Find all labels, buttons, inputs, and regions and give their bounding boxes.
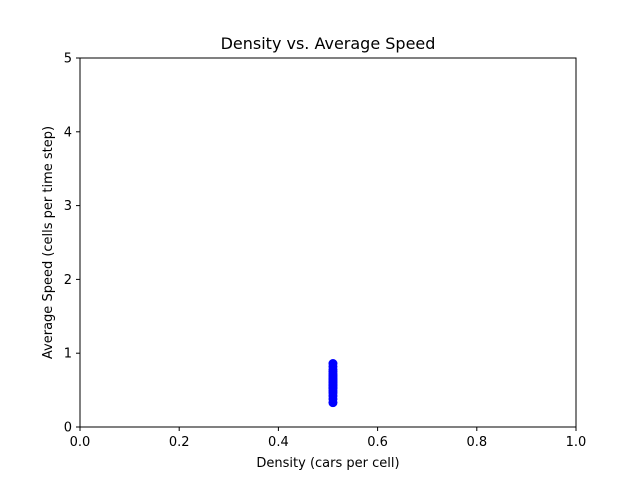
y-axis-ticks: 0 1 2 3 4 5 — [64, 52, 80, 436]
x-axis-ticks: 0.0 0.2 0.4 0.6 0.8 1.0 — [70, 427, 587, 450]
plot-area-frame — [79, 57, 577, 428]
y-axis-label: Average Speed (cells per time step) — [41, 126, 56, 359]
x-axis-label: Density (cars per cell) — [256, 456, 399, 471]
y-tick-label: 2 — [64, 273, 72, 288]
data-points — [328, 359, 338, 408]
x-tick-label: 0.4 — [268, 435, 289, 450]
y-tick-label: 4 — [64, 125, 72, 140]
y-tick-label: 5 — [64, 52, 72, 67]
x-tick-label: 0.2 — [169, 435, 190, 450]
data-point — [328, 359, 338, 369]
y-tick-label: 3 — [64, 199, 72, 214]
x-tick-label: 1.0 — [566, 435, 587, 450]
y-tick-label: 1 — [64, 347, 72, 362]
y-tick-label: 0 — [64, 421, 72, 436]
x-tick-label: 0.8 — [466, 435, 487, 450]
x-tick-label: 0.0 — [70, 435, 91, 450]
x-tick-label: 0.6 — [367, 435, 388, 450]
chart-title: Density vs. Average Speed — [221, 34, 436, 53]
